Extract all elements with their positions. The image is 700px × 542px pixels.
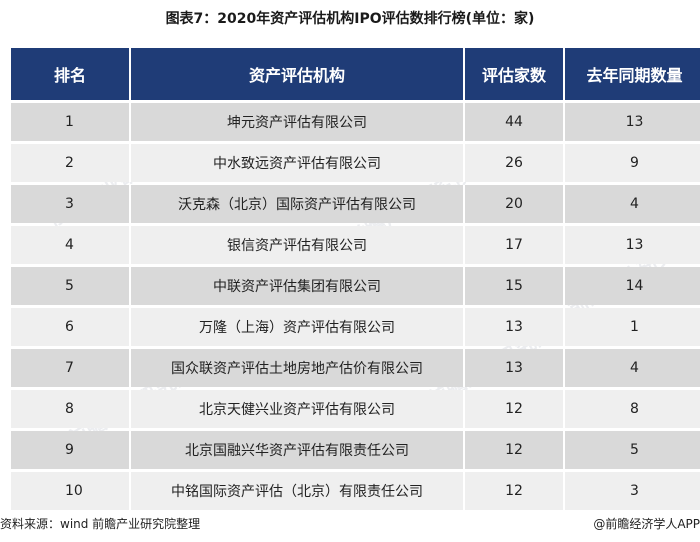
header-rank: 排名 [11, 48, 131, 100]
cell-agency: 中铭国际资产评估（北京）有限责任公司 [131, 472, 465, 510]
cell-agency: 万隆（上海）资产评估有限公司 [131, 308, 465, 346]
cell-count: 20 [465, 185, 565, 223]
chart-title: 图表7：2020年资产评估机构IPO评估数排行榜(单位：家) [165, 11, 535, 27]
cell-count: 12 [465, 431, 565, 469]
cell-count: 17 [465, 226, 565, 264]
cell-count: 13 [465, 308, 565, 346]
cell-count: 44 [465, 103, 565, 141]
cell-rank: 7 [11, 349, 131, 387]
cell-agency: 银信资产评估有限公司 [131, 226, 465, 264]
cell-rank: 4 [11, 226, 131, 264]
cell-prev-count: 13 [565, 226, 700, 264]
cell-prev-count: 14 [565, 267, 700, 305]
cell-count: 12 [465, 390, 565, 428]
header-count: 评估家数 [465, 48, 565, 100]
cell-rank: 10 [11, 472, 131, 510]
cell-rank: 9 [11, 431, 131, 469]
table-row: 5 中联资产评估集团有限公司 15 14 [11, 267, 700, 305]
table-row: 2 中水致远资产评估有限公司 26 9 [11, 144, 700, 182]
table-row: 6 万隆（上海）资产评估有限公司 13 1 [11, 308, 700, 346]
cell-count: 13 [465, 349, 565, 387]
ranking-table: 排名 资产评估机构 评估家数 去年同期数量 1 坤元资产评估有限公司 44 13… [11, 45, 700, 513]
cell-agency: 中联资产评估集团有限公司 [131, 267, 465, 305]
table-row: 3 沃克森（北京）国际资产评估有限公司 20 4 [11, 185, 700, 223]
cell-agency: 沃克森（北京）国际资产评估有限公司 [131, 185, 465, 223]
cell-prev-count: 1 [565, 308, 700, 346]
table-header-row: 排名 资产评估机构 评估家数 去年同期数量 [11, 48, 700, 100]
table-row: 1 坤元资产评估有限公司 44 13 [11, 103, 700, 141]
header-agency: 资产评估机构 [131, 48, 465, 100]
cell-prev-count: 8 [565, 390, 700, 428]
cell-agency: 北京国融兴华资产评估有限责任公司 [131, 431, 465, 469]
cell-prev-count: 5 [565, 431, 700, 469]
table-row: 4 银信资产评估有限公司 17 13 [11, 226, 700, 264]
cell-rank: 6 [11, 308, 131, 346]
cell-rank: 5 [11, 267, 131, 305]
credit-note: @前瞻经济学人APP [593, 517, 700, 531]
cell-prev-count: 4 [565, 349, 700, 387]
cell-prev-count: 9 [565, 144, 700, 182]
cell-rank: 8 [11, 390, 131, 428]
cell-agency: 北京天健兴业资产评估有限公司 [131, 390, 465, 428]
cell-agency: 中水致远资产评估有限公司 [131, 144, 465, 182]
table-row: 9 北京国融兴华资产评估有限责任公司 12 5 [11, 431, 700, 469]
cell-count: 26 [465, 144, 565, 182]
table-row: 7 国众联资产评估土地房地产估价有限公司 13 4 [11, 349, 700, 387]
cell-count: 15 [465, 267, 565, 305]
cell-prev-count: 13 [565, 103, 700, 141]
cell-agency: 国众联资产评估土地房地产估价有限公司 [131, 349, 465, 387]
cell-prev-count: 3 [565, 472, 700, 510]
cell-agency: 坤元资产评估有限公司 [131, 103, 465, 141]
cell-count: 12 [465, 472, 565, 510]
cell-rank: 2 [11, 144, 131, 182]
table-row: 8 北京天健兴业资产评估有限公司 12 8 [11, 390, 700, 428]
cell-prev-count: 4 [565, 185, 700, 223]
table-row: 10 中铭国际资产评估（北京）有限责任公司 12 3 [11, 472, 700, 510]
source-note: 资料来源：wind 前瞻产业研究院整理 [0, 517, 201, 531]
cell-rank: 1 [11, 103, 131, 141]
header-prev-count: 去年同期数量 [565, 48, 700, 100]
cell-rank: 3 [11, 185, 131, 223]
